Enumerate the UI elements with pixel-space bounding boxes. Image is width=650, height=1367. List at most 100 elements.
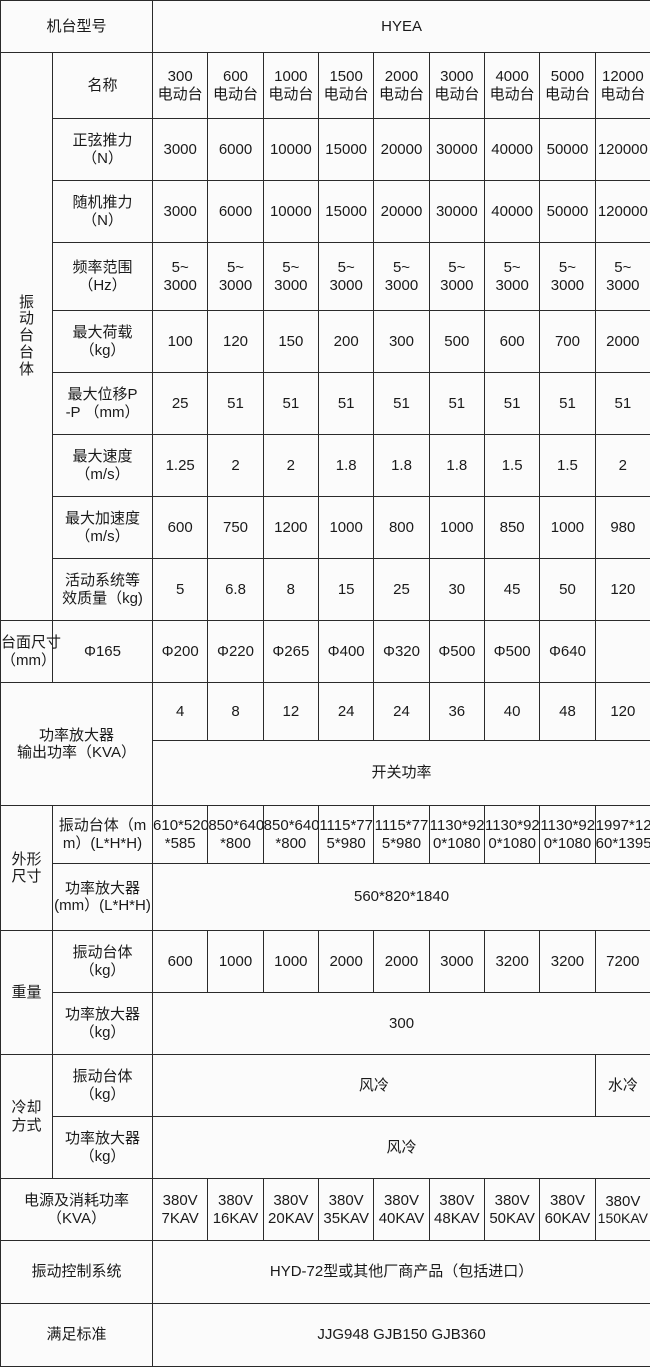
- row-label-cooling-shaker-l1: 振动台体: [53, 1068, 152, 1085]
- cell-table-size-0: Φ165: [53, 621, 153, 683]
- row-label-max-acceleration-l1: 最大加速度: [53, 510, 152, 527]
- column-header-1-power: 600: [208, 68, 262, 85]
- cell-dim-shaker-8-l2: 60*1395: [596, 835, 650, 852]
- row-label-weight-shaker-l2: （kg）: [53, 962, 152, 979]
- cell-power-supply-4: 380V 40KAV: [374, 1179, 429, 1241]
- cell-frequency-4-l2: 3000: [374, 277, 428, 294]
- cell-dim-shaker-1-l2: *800: [208, 835, 262, 852]
- row-label-max-load-l1: 最大荷载: [53, 324, 152, 341]
- cell-frequency-7: 5~ 3000: [540, 243, 595, 311]
- table-row-control-system: 振动控制系统 HYD-72型或其他厂商产品（包括进口）: [1, 1241, 650, 1304]
- cell-dim-shaker-2-l2: *800: [264, 835, 318, 852]
- group-label-dimension: 外形 尺寸: [1, 806, 53, 931]
- row-label-moving-mass: 活动系统等 效质量（kg): [53, 559, 153, 621]
- row-label-moving-mass-l2: 效质量（kg): [53, 590, 152, 607]
- cell-max-load-1: 120: [208, 311, 263, 373]
- row-label-weight-shaker: 振动台体 （kg）: [53, 931, 153, 993]
- cell-dim-shaker-5-l2: 0*1080: [430, 835, 484, 852]
- row-label-control-system: 振动控制系统: [1, 1241, 153, 1304]
- cell-weight-shaker-0: 600: [153, 931, 208, 993]
- cell-frequency-3-l2: 3000: [319, 277, 373, 294]
- cell-dim-shaker-1: 850*640 *800: [208, 806, 263, 864]
- group-label-cooling: 冷却 方式: [1, 1055, 53, 1179]
- cell-amplifier-output-2: 12: [263, 683, 318, 741]
- cell-frequency-5: 5~ 3000: [429, 243, 484, 311]
- cell-table-size-8: Φ640: [540, 621, 595, 683]
- cell-power-supply-4-l1: 380V: [374, 1192, 428, 1209]
- cell-dim-amplifier-value: 560*820*1840: [153, 864, 650, 931]
- table-row-dim-shaker: 外形 尺寸 振动台体（m m）(L*H*H) 610*520 *585 850*…: [1, 806, 650, 864]
- cell-max-velocity-5: 1.8: [429, 435, 484, 497]
- column-header-1-unit: 电动台: [208, 86, 262, 103]
- cell-max-load-6: 600: [484, 311, 539, 373]
- cell-dim-shaker-5-l1: 1130*92: [430, 817, 484, 834]
- row-label-sine-force-l2: （N）: [53, 150, 152, 167]
- column-header-8-unit: 电动台: [596, 86, 650, 103]
- cell-amplifier-output-0: 4: [153, 683, 208, 741]
- cell-weight-shaker-7: 3200: [540, 931, 595, 993]
- row-label-random-force: 随机推力 （N）: [53, 181, 153, 243]
- cell-weight-shaker-1: 1000: [208, 931, 263, 993]
- cell-sine-force-0: 3000: [153, 119, 208, 181]
- cell-dim-shaker-4: 1115*77 5*980: [374, 806, 429, 864]
- cell-frequency-1-l2: 3000: [208, 277, 262, 294]
- cell-amplifier-output-7: 48: [540, 683, 595, 741]
- cell-power-supply-5-l1: 380V: [430, 1192, 484, 1209]
- cell-dim-shaker-4-l1: 1115*77: [374, 817, 428, 834]
- group-label-shaker-text: 振动台台体: [19, 295, 34, 379]
- cell-sine-force-2: 10000: [263, 119, 318, 181]
- cell-max-acceleration-8: 980: [595, 497, 650, 559]
- row-label-weight-amplifier-l1: 功率放大器: [53, 1006, 152, 1023]
- cell-max-displacement-5: 51: [429, 373, 484, 435]
- cell-frequency-7-l1: 5~: [540, 259, 594, 276]
- row-label-max-velocity-l1: 最大速度: [53, 448, 152, 465]
- cell-switching-power-note: 开关功率: [153, 741, 650, 806]
- cell-table-size-1: Φ200: [153, 621, 208, 683]
- column-header-2-power: 1000: [264, 68, 318, 85]
- cell-weight-shaker-2: 1000: [263, 931, 318, 993]
- cell-max-load-0: 100: [153, 311, 208, 373]
- row-label-table-size-l1: 台面尺寸: [1, 634, 52, 651]
- row-label-weight-shaker-l1: 振动台体: [53, 944, 152, 961]
- cell-power-supply-0-l2: 7KAV: [153, 1210, 207, 1227]
- cell-frequency-8: 5~ 3000: [595, 243, 650, 311]
- table-row-max-velocity: 最大速度 （m/s） 1.25 2 2 1.8 1.8 1.8 1.5 1.5 …: [1, 435, 650, 497]
- cell-control-system-value: HYD-72型或其他厂商产品（包括进口）: [153, 1241, 650, 1304]
- table-row-max-acceleration: 最大加速度 （m/s） 600 750 1200 1000 800 1000 8…: [1, 497, 650, 559]
- cell-random-force-8: 120000: [595, 181, 650, 243]
- cell-dim-shaker-4-l2: 5*980: [374, 835, 428, 852]
- cell-frequency-7-l2: 3000: [540, 277, 594, 294]
- model-value: HYEA: [153, 1, 650, 53]
- cell-dim-shaker-8: 1997*12 60*1395: [595, 806, 650, 864]
- cell-power-supply-7: 380V 60KAV: [540, 1179, 595, 1241]
- cell-weight-shaker-5: 3000: [429, 931, 484, 993]
- column-header-7-power: 5000: [540, 68, 594, 85]
- cell-power-supply-5-l2: 48KAV: [430, 1210, 484, 1227]
- cell-max-acceleration-7: 1000: [540, 497, 595, 559]
- cell-frequency-0: 5~ 3000: [153, 243, 208, 311]
- cell-power-supply-1-l1: 380V: [208, 1192, 262, 1209]
- cell-frequency-1: 5~ 3000: [208, 243, 263, 311]
- cell-max-displacement-3: 51: [319, 373, 374, 435]
- row-label-max-displacement: 最大位移P -P （mm）: [53, 373, 153, 435]
- row-label-max-displacement-l2: -P （mm）: [53, 404, 152, 421]
- row-label-max-load-l2: （kg）: [53, 342, 152, 359]
- cell-cooling-amplifier-value: 风冷: [153, 1117, 650, 1179]
- cell-cooling-shaker-main: 风冷: [153, 1055, 596, 1117]
- cell-dim-shaker-5: 1130*92 0*1080: [429, 806, 484, 864]
- cell-max-acceleration-1: 750: [208, 497, 263, 559]
- cell-frequency-5-l2: 3000: [430, 277, 484, 294]
- table-row-power-supply: 电源及消耗功率 （KVA） 380V 7KAV 380V 16KAV 380V …: [1, 1179, 650, 1241]
- group-label-dimension-l1: 外形: [1, 851, 52, 868]
- cell-frequency-0-l2: 3000: [153, 277, 207, 294]
- cell-max-displacement-1: 51: [208, 373, 263, 435]
- cell-power-supply-7-l1: 380V: [540, 1192, 594, 1209]
- cell-dim-shaker-1-l1: 850*640: [208, 817, 262, 834]
- column-header-2: 1000 电动台: [263, 53, 318, 119]
- cell-moving-mass-5: 30: [429, 559, 484, 621]
- row-label-weight-amplifier-l2: （kg）: [53, 1024, 152, 1041]
- column-header-0: 300 电动台: [153, 53, 208, 119]
- cell-sine-force-3: 15000: [319, 119, 374, 181]
- row-label-frequency-l1: 频率范围: [53, 259, 152, 276]
